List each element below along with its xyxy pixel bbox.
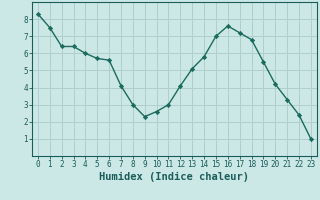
X-axis label: Humidex (Indice chaleur): Humidex (Indice chaleur) (100, 172, 249, 182)
